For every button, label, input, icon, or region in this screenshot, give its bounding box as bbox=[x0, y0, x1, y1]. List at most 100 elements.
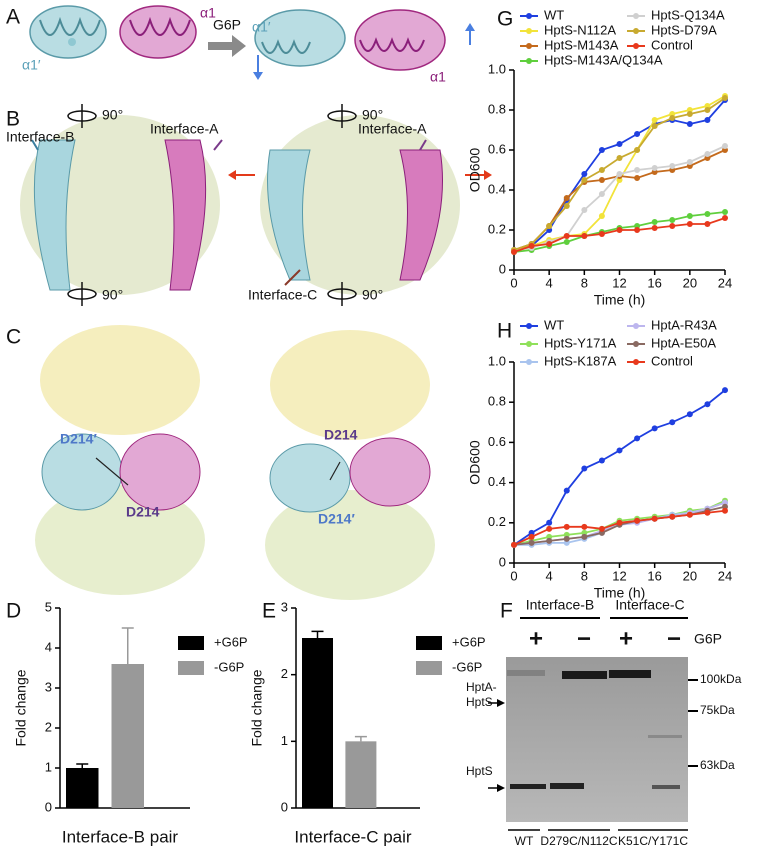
legend-marker bbox=[526, 359, 532, 365]
legend-marker bbox=[633, 323, 639, 329]
series-line bbox=[513, 149, 726, 251]
data-point bbox=[598, 177, 605, 183]
gel bbox=[488, 617, 698, 831]
interface-label: Interface-A bbox=[150, 121, 219, 137]
x-tick-label: 24 bbox=[718, 568, 732, 583]
data-point bbox=[616, 519, 623, 526]
legend-label: HptS-Y171A bbox=[544, 335, 617, 350]
panel-letter: F bbox=[500, 600, 513, 623]
structure-b bbox=[20, 115, 492, 295]
data-point bbox=[511, 541, 517, 548]
y-tick-label: 0 bbox=[499, 261, 506, 276]
data-point bbox=[651, 225, 658, 231]
helix-label: α1′ bbox=[22, 57, 41, 73]
legend-marker bbox=[526, 341, 532, 347]
data-point bbox=[722, 209, 728, 215]
legend-marker bbox=[633, 359, 639, 365]
data-point bbox=[704, 211, 711, 217]
x-tick-label: 4 bbox=[546, 568, 553, 583]
interface-label: Interface-A bbox=[358, 121, 427, 137]
data-point bbox=[651, 219, 658, 225]
band-label: HptS bbox=[466, 764, 493, 778]
y-tick-label: 3 bbox=[45, 679, 52, 694]
y-tick-label: 0.4 bbox=[488, 181, 506, 196]
y-tick-label: 1 bbox=[281, 733, 288, 748]
interface-label: Interface-C bbox=[248, 287, 317, 303]
data-point bbox=[686, 111, 693, 117]
data-point bbox=[563, 239, 570, 245]
helix-label: α1′ bbox=[252, 19, 271, 35]
y-tick-label: 0.2 bbox=[488, 221, 506, 236]
data-point bbox=[669, 163, 676, 169]
data-point bbox=[686, 221, 693, 227]
data-point bbox=[546, 537, 553, 544]
data-point bbox=[546, 241, 553, 247]
rotation-label: 90° bbox=[362, 287, 383, 303]
data-point bbox=[563, 195, 570, 201]
arrow-label: G6P bbox=[213, 17, 241, 33]
y-tick-label: 0.4 bbox=[488, 474, 506, 489]
x-tick-label: 0 bbox=[510, 275, 517, 290]
data-point bbox=[598, 147, 605, 153]
data-point bbox=[686, 411, 693, 418]
condition-sign: + bbox=[619, 625, 633, 652]
y-tick-label: 0.8 bbox=[488, 101, 506, 116]
legend-label: WT bbox=[544, 7, 564, 22]
data-point bbox=[598, 525, 605, 532]
y-tick-label: 1 bbox=[45, 759, 52, 774]
error-bar bbox=[354, 735, 367, 742]
data-point bbox=[616, 141, 623, 147]
data-point bbox=[563, 535, 570, 542]
residue-label: D214 bbox=[126, 504, 160, 520]
interface-label: Interface-B bbox=[526, 597, 594, 613]
legend-marker bbox=[526, 58, 532, 64]
data-point bbox=[704, 117, 711, 123]
legend-marker bbox=[633, 341, 639, 347]
y-tick-label: 2 bbox=[45, 719, 52, 734]
legend-label: HptA-E50A bbox=[651, 335, 716, 350]
legend-label: -G6P bbox=[214, 659, 244, 674]
data-point bbox=[546, 519, 553, 526]
y-tick-label: 0 bbox=[499, 554, 506, 569]
band-label: HptA- bbox=[466, 680, 497, 694]
marker-label: 75kDa bbox=[700, 703, 735, 717]
legend-label: HptS-N112A bbox=[544, 22, 616, 37]
x-axis-label: Interface-C pair bbox=[294, 827, 411, 846]
y-axis-label: OD600 bbox=[467, 440, 483, 485]
x-axis-label: Interface-B pair bbox=[62, 827, 179, 846]
data-point bbox=[563, 523, 570, 530]
panel-letter: H bbox=[497, 320, 512, 343]
panel-letter: E bbox=[262, 600, 276, 623]
data-point bbox=[616, 155, 623, 161]
lane-label: K51C/Y171C bbox=[618, 834, 688, 848]
legend-swatch bbox=[178, 661, 204, 675]
data-point bbox=[528, 243, 535, 249]
helix-label: α1 bbox=[200, 5, 216, 21]
data-point bbox=[581, 533, 588, 540]
rotation-label: 90° bbox=[102, 107, 123, 123]
series-line bbox=[513, 509, 726, 546]
data-point bbox=[686, 511, 693, 518]
data-point bbox=[669, 217, 676, 223]
residue-label: D214′ bbox=[318, 511, 355, 527]
data-point bbox=[581, 523, 588, 530]
marker-label: 63kDa bbox=[700, 758, 735, 772]
x-tick-label: 8 bbox=[581, 275, 588, 290]
interface-label: Interface-B bbox=[6, 129, 74, 145]
legend-marker bbox=[633, 43, 639, 49]
x-tick-label: 16 bbox=[647, 568, 661, 583]
data-point bbox=[581, 177, 588, 183]
data-point bbox=[581, 171, 588, 177]
data-point bbox=[704, 509, 711, 516]
legend-label: +G6P bbox=[452, 634, 486, 649]
data-point bbox=[634, 167, 641, 173]
data-point bbox=[722, 507, 728, 514]
legend-marker bbox=[633, 13, 639, 19]
data-point bbox=[616, 171, 623, 177]
data-point bbox=[563, 233, 570, 239]
error-bar bbox=[121, 627, 134, 664]
legend-label: Control bbox=[651, 353, 693, 368]
error-bar bbox=[311, 630, 324, 638]
data-point bbox=[651, 165, 658, 171]
y-tick-label: 0.6 bbox=[488, 434, 506, 449]
